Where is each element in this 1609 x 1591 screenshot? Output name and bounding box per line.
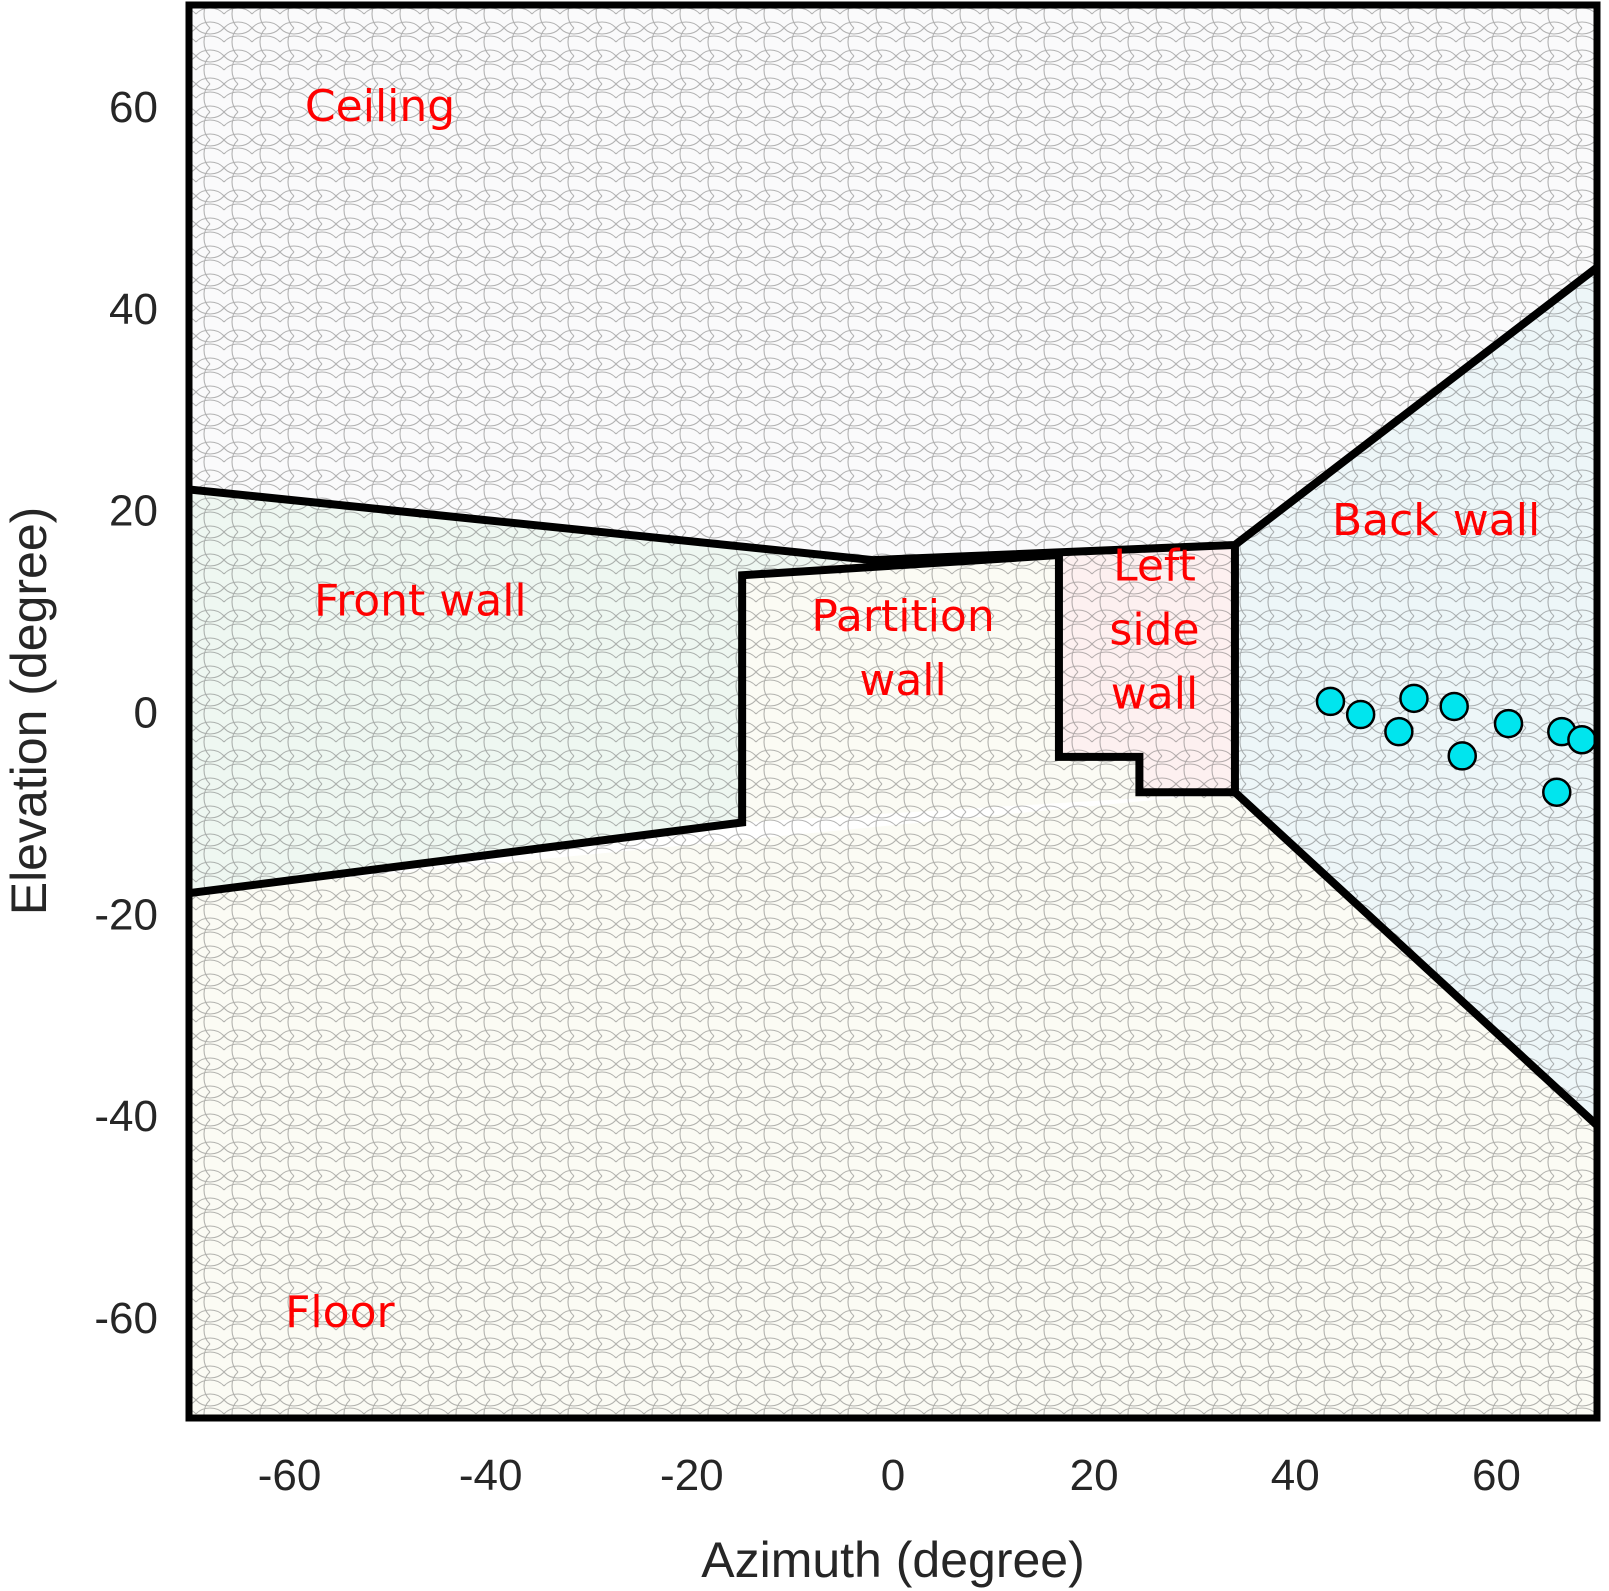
region-label-left-side-wall: Left side wall — [1109, 540, 1199, 719]
region-label-floor: Floor — [285, 1287, 395, 1338]
data-points — [1315, 683, 1597, 807]
y-tick-label: 60 — [109, 83, 158, 132]
x-tick-label: -40 — [459, 1451, 523, 1500]
y-tick-label: -60 — [94, 1294, 158, 1343]
region-label-line: wall — [1111, 668, 1198, 719]
y-tick-label: -20 — [94, 890, 158, 939]
region-label-line: wall — [859, 655, 946, 706]
boundary-line-3 — [1054, 555, 1597, 1129]
region-label-line: Ceiling — [305, 81, 455, 132]
data-point — [1399, 683, 1429, 714]
x-tick-label: 20 — [1070, 1451, 1119, 1500]
boundary-line-2 — [189, 551, 1060, 898]
region-label-back-wall: Back wall — [1332, 495, 1540, 546]
data-point — [1439, 691, 1469, 722]
x-tick-label: -60 — [258, 1451, 322, 1500]
region-label-line: Front wall — [314, 576, 527, 627]
region-label-line: Partition — [811, 591, 994, 642]
data-point — [1567, 725, 1597, 755]
x-axis-title: Azimuth (degree) — [701, 1532, 1085, 1588]
region-label-line: Left — [1113, 540, 1196, 591]
x-tick-label: -20 — [660, 1451, 724, 1500]
mesh-overlay — [189, 5, 1597, 1418]
data-point — [1493, 708, 1524, 739]
y-tick-label: 0 — [134, 689, 158, 738]
data-point — [1384, 716, 1414, 747]
x-axis-ticks: -60 -40 -20 0 20 40 60 — [258, 1451, 1521, 1500]
region-label-ceiling: Ceiling — [305, 81, 455, 132]
y-tick-label: 40 — [109, 285, 158, 334]
data-point — [1345, 699, 1376, 730]
data-point — [1447, 741, 1477, 771]
region-label-partition-wall: Partition wall — [811, 591, 994, 706]
region-labels: Ceiling Front wall Partition wall Left side wa… — [285, 81, 1540, 1338]
region-label-line: side — [1109, 604, 1199, 655]
y-axis-title: Elevation (degree) — [1, 507, 57, 916]
x-tick-label: 40 — [1271, 1451, 1320, 1500]
y-axis-ticks: 60 40 20 0 -20 -40 -60 — [94, 83, 158, 1343]
x-tick-label: 60 — [1472, 1451, 1521, 1500]
region-label-line: Floor — [285, 1287, 395, 1338]
x-tick-label: 0 — [881, 1451, 905, 1500]
data-point — [1315, 686, 1346, 717]
region-label-line: Back wall — [1332, 495, 1540, 546]
plot-frame — [185, 1, 1601, 1422]
y-tick-label: 20 — [109, 487, 158, 536]
data-point — [1542, 777, 1572, 807]
region-label-front-wall: Front wall — [314, 576, 527, 627]
y-tick-label: -40 — [94, 1092, 158, 1141]
wall-boundaries — [189, 264, 1597, 1129]
